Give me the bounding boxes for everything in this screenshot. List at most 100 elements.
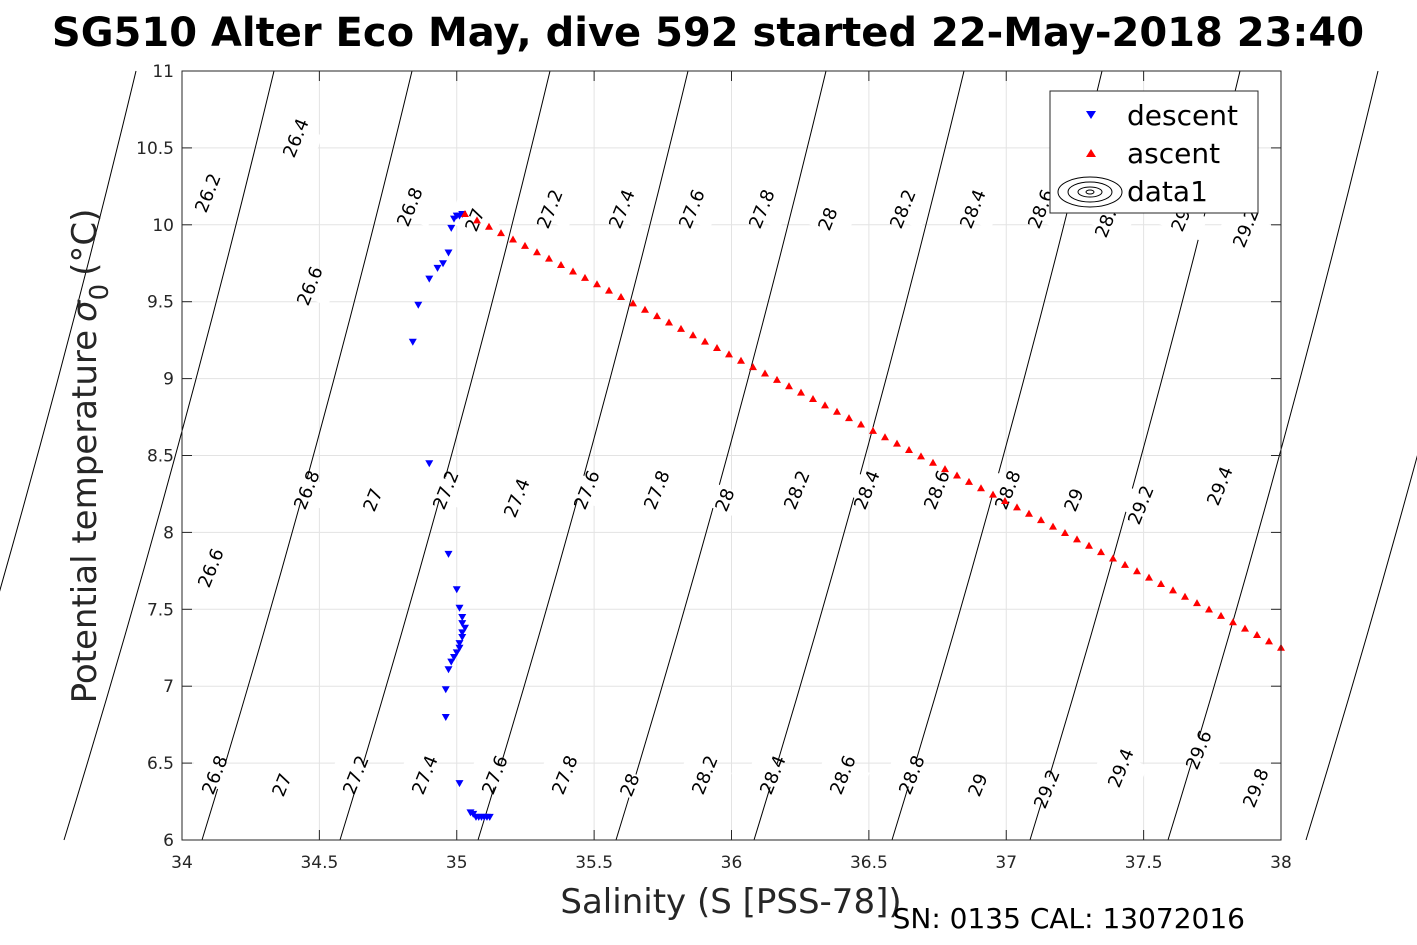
- ascent-point: [1012, 503, 1021, 511]
- contour-label-bg: [1114, 484, 1168, 526]
- contour-label-bg: [946, 188, 1000, 230]
- ascent-point: [796, 388, 805, 396]
- y-axis-unit: (°C): [65, 209, 105, 276]
- ascent-point: [832, 407, 841, 415]
- ascent-point: [928, 458, 937, 466]
- descent-point: [444, 550, 453, 558]
- ascent-point: [544, 254, 553, 262]
- ascent-point: [880, 433, 889, 441]
- ascent-point: [676, 324, 685, 332]
- y-tick-label: 9: [163, 370, 174, 390]
- descent-point: [455, 644, 464, 652]
- contour-label-bg: [490, 477, 544, 519]
- ascent-point: [1228, 618, 1237, 626]
- ascent-point: [496, 229, 505, 237]
- descent-point: [447, 224, 456, 232]
- legend-label-data1: data1: [1127, 175, 1208, 208]
- ascent-point: [1168, 586, 1177, 594]
- ascent-point: [1120, 560, 1129, 568]
- x-tick-label: 37: [995, 853, 1017, 873]
- ascent-point: [640, 305, 649, 313]
- descent-point: [458, 620, 467, 628]
- descent-point: [458, 613, 467, 621]
- contour-label-bg: [1014, 188, 1068, 230]
- contour-label-bg: [398, 754, 452, 796]
- legend-descent-marker: [1086, 111, 1096, 119]
- contour-label-bg: [419, 469, 473, 511]
- ascent-point: [868, 426, 877, 434]
- contour-label-bg: [801, 198, 855, 240]
- ascent-point: [904, 446, 913, 454]
- ascent-point: [820, 401, 829, 409]
- x-axis-ticks: 34 34.5 35 35.5 36 36.5 37 37.5 38: [171, 71, 1292, 873]
- ascent-point: [892, 439, 901, 447]
- y-axis-subscript: 0: [85, 284, 115, 301]
- descent-point: [458, 633, 467, 641]
- descent-point: [408, 338, 417, 346]
- ascent-point: [1180, 592, 1189, 600]
- y-axis-ticks: 6 6.5 7 7.5 8 8.5 9 9.5 10 10.5 11: [136, 62, 1281, 851]
- x-tick-label: 34: [171, 853, 193, 873]
- isopycnal-line: [0, 70, 137, 592]
- ascent-point: [460, 210, 469, 218]
- contour-label-bg: [816, 754, 870, 796]
- ascent-point: [628, 299, 637, 307]
- ascent-point: [1024, 509, 1033, 517]
- ascent-point: [1048, 522, 1057, 530]
- contour-label-bg: [280, 469, 334, 511]
- contour-label-bg: [840, 469, 894, 511]
- contour-label-bg: [523, 188, 577, 230]
- contour-label-bg: [329, 754, 383, 796]
- ascent-point: [940, 465, 949, 473]
- ascent-point: [616, 292, 625, 300]
- ascent-point: [988, 490, 997, 498]
- descent-point: [458, 629, 467, 637]
- y-tick-label: 8.5: [147, 447, 174, 467]
- contour-label-bg: [746, 754, 800, 796]
- ascent-point: [844, 414, 853, 422]
- ascent-point: [1132, 567, 1141, 575]
- ascent-point: [592, 280, 601, 288]
- y-tick-label: 9.5: [147, 293, 174, 313]
- descent-point: [450, 653, 459, 661]
- contour-label-bg: [538, 754, 592, 796]
- contour-label-bg: [1047, 479, 1101, 521]
- descent-point: [485, 813, 494, 821]
- descent-point: [455, 640, 464, 648]
- isopycnal-line: [615, 70, 827, 841]
- ascent-point: [532, 248, 541, 256]
- data-markers: [408, 210, 1285, 821]
- ascent-point: [472, 216, 481, 224]
- ascent-point: [772, 375, 781, 383]
- contour-label-bg: [595, 188, 649, 230]
- y-axis-symbol: σ: [65, 299, 105, 322]
- isopycnal-line: [63, 70, 275, 841]
- ascent-point: [724, 350, 733, 358]
- contour-label-bg: [184, 547, 238, 589]
- contour-label-bg: [876, 188, 930, 230]
- descent-point: [452, 586, 461, 594]
- isopycnal-contours: [0, 70, 1417, 841]
- contour-label-bg: [910, 469, 964, 511]
- x-axis-title: Salinity (S [PSS-78]): [560, 882, 901, 922]
- x-tick-label: 35: [446, 853, 468, 873]
- isopycnal-line: [477, 70, 689, 841]
- chart-title: SG510 Alter Eco May, dive 592 started 22…: [52, 10, 1364, 56]
- y-tick-label: 11: [152, 62, 174, 82]
- isopycnal-line: [753, 70, 965, 841]
- ascent-point: [1264, 637, 1273, 645]
- descent-point: [441, 713, 450, 721]
- y-axis-title-main: Potential temperature: [65, 330, 105, 703]
- y-tick-label: 6.5: [147, 754, 174, 774]
- descent-point: [425, 275, 434, 283]
- y-tick-label: 10.5: [136, 139, 174, 159]
- ascent-point: [712, 343, 721, 351]
- ascent-point: [1240, 624, 1249, 632]
- ascent-point: [748, 363, 757, 371]
- contour-label-bg: [630, 469, 684, 511]
- ascent-point: [1204, 605, 1213, 613]
- contour-label-bg: [1229, 767, 1283, 809]
- contour-label-bg: [181, 172, 235, 214]
- y-tick-label: 7.5: [147, 600, 174, 620]
